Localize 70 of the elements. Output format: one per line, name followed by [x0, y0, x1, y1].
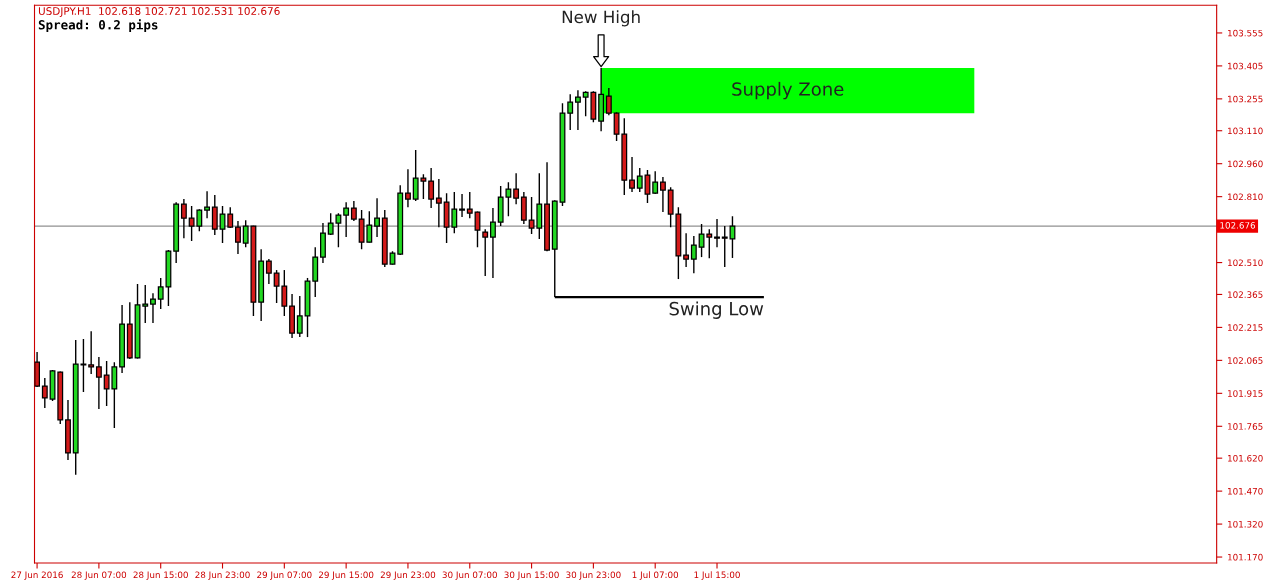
- candlestick: [714, 218, 720, 248]
- candlestick: [405, 168, 411, 208]
- candlestick: [34, 351, 41, 388]
- candlestick: [659, 176, 666, 213]
- x-tick-label: 28 Jun 15:00: [133, 571, 188, 580]
- y-tick-label: 102.365: [1228, 291, 1263, 298]
- x-tick-label: 1 Jul 15:00: [694, 571, 740, 580]
- y-tick-label: 101.620: [1228, 454, 1263, 462]
- y-tick-label: 101.915: [1228, 390, 1263, 397]
- candlestick: [180, 198, 187, 239]
- y-tick-label: 103.110: [1228, 127, 1263, 135]
- candlestick: [142, 284, 149, 324]
- candlestick: [605, 87, 612, 116]
- y-tick-label: 102.065: [1228, 357, 1263, 364]
- ref-line-label: 102.676: [1220, 222, 1256, 229]
- y-tick-label: 102.810: [1228, 193, 1263, 201]
- candlestick: [211, 194, 218, 236]
- candlestick: [320, 222, 326, 264]
- candlestick: [265, 258, 272, 285]
- x-tick-label: 28 Jun 07:00: [71, 571, 127, 580]
- y-tick-label: 101.765: [1228, 423, 1263, 430]
- candlestick: [520, 191, 527, 225]
- candlestick: [459, 193, 465, 218]
- x-tick-label: 1 Jul 07:00: [632, 571, 679, 580]
- candlestick: [428, 167, 435, 209]
- candlestick: [644, 169, 651, 204]
- y-tick-label: 101.470: [1228, 487, 1263, 495]
- candlestick: [574, 89, 581, 131]
- candlestick: [374, 197, 380, 238]
- candlestick: [482, 228, 489, 277]
- candlestick: [435, 178, 442, 228]
- candlestick: [466, 191, 473, 219]
- candlestick: [629, 156, 635, 193]
- chart-title: USDJPY.H1 102.618 102.721 102.531 102.676: [38, 7, 280, 17]
- candlestick: [95, 356, 102, 410]
- candlestick: [296, 295, 303, 338]
- candlestick: [350, 200, 357, 222]
- x-tick-label: 29 Jun 23:00: [380, 571, 436, 580]
- candlestick: [513, 172, 520, 205]
- annotation: New High: [562, 10, 640, 27]
- y-tick-label: 102.960: [1228, 160, 1263, 168]
- candlestick: [88, 330, 95, 375]
- x-tick-label: 30 Jun 23:00: [566, 571, 621, 580]
- candlestick: [567, 93, 574, 131]
- y-tick-label: 101.320: [1228, 520, 1263, 528]
- y-tick-label: 102.215: [1228, 324, 1263, 331]
- x-tick-label: 28 Jun 23:00: [195, 571, 250, 580]
- candlestick: [343, 201, 350, 238]
- y-tick-label: 103.405: [1228, 62, 1263, 70]
- y-tick-label: 103.555: [1228, 29, 1263, 37]
- x-tick-label: 30 Jun 07:00: [442, 571, 497, 580]
- annotation: Swing Low: [669, 301, 764, 319]
- candlestick: [204, 190, 211, 219]
- y-tick-label: 102.510: [1228, 259, 1263, 267]
- candlestick: [150, 292, 156, 324]
- x-tick-label: 29 Jun 15:00: [318, 571, 374, 580]
- candlestick: [41, 377, 48, 409]
- x-tick-label: 29 Jun 07:00: [257, 571, 312, 580]
- x-tick-label: 27 Jun 2016: [11, 571, 63, 580]
- candlestick: [312, 246, 319, 298]
- band-label: Supply Zone: [732, 81, 844, 100]
- candlestick: [490, 207, 496, 279]
- y-tick-label: 103.255: [1228, 95, 1263, 103]
- candlestick: [235, 220, 241, 255]
- x-tick-label: 30 Jun 15:00: [504, 571, 559, 580]
- candlestick: [690, 235, 697, 274]
- candlestick: [683, 232, 690, 268]
- y-tick-label: 101.170: [1228, 553, 1263, 561]
- text: Spread: 0.2 pips: [38, 19, 158, 32]
- candlestick: [636, 167, 643, 193]
